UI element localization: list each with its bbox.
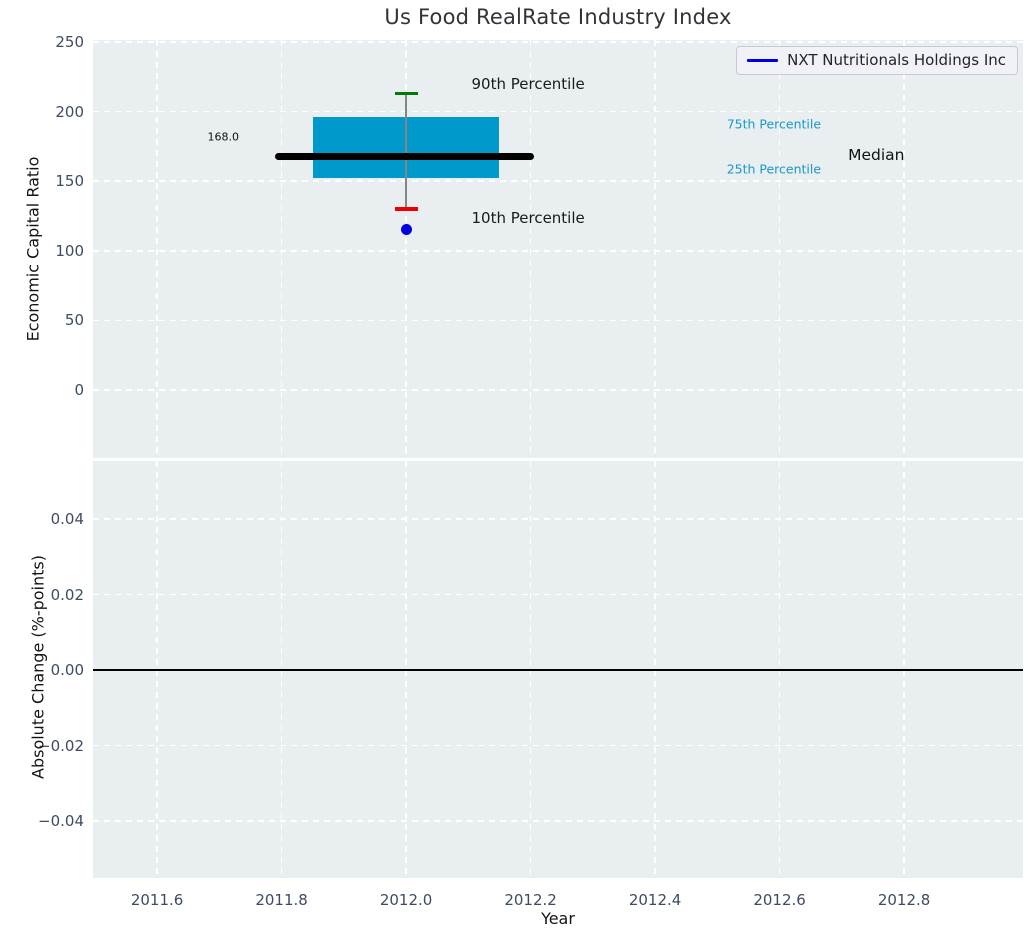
median-line [275, 152, 534, 160]
gridline-horizontal [93, 110, 1023, 113]
annotation-75th-percentile: 75th Percentile [726, 116, 822, 132]
y-tick-label: 0.00 [50, 661, 84, 680]
whisker-line [405, 93, 407, 209]
top-axes: 0 50 100 150 200 250 90th Percentile 10th Perce… [55, 33, 1023, 458]
x-tick-label: 2012.0 [379, 891, 433, 909]
bottom-y-axis-label: Absolute Change (%-points) [28, 555, 48, 779]
y-tick-label: 250 [55, 32, 84, 51]
y-tick-label: 0.02 [50, 585, 84, 604]
annotation-25th-percentile: 25th Percentile [726, 161, 822, 177]
gridline-horizontal [93, 820, 1023, 822]
gridline-horizontal [93, 180, 1023, 182]
legend-label: NXT Nutritionals Holdings Inc [787, 51, 1006, 69]
bottom-axes: 0.04 0.02 0.00 −0.02 −0.04 2011.6 2011.8 2012.0… [38, 461, 1023, 909]
x-tick-label: 2011.6 [130, 891, 184, 909]
legend: NXT Nutritionals Holdings Inc [736, 46, 1018, 75]
y-tick-label: 0 [74, 380, 84, 399]
gridline-horizontal [93, 41, 1023, 43]
x-tick-label: 2012.2 [504, 891, 557, 909]
gridline-vertical [156, 40, 158, 458]
y-tick-label: 150 [55, 172, 84, 191]
zero-line [93, 669, 1023, 672]
y-tick-label: 200 [55, 102, 84, 121]
gridline-horizontal [93, 593, 1023, 596]
gridline-horizontal [93, 389, 1023, 391]
legend-line-swatch [747, 58, 779, 62]
gridline-horizontal [93, 744, 1023, 747]
annotation-median-value: 168.0 [207, 130, 240, 144]
p10-cap [394, 207, 418, 211]
y-tick-label: 50 [64, 311, 84, 330]
gridline-vertical [654, 40, 656, 458]
y-tick-label: 0.04 [50, 510, 84, 529]
gridline-vertical [405, 40, 407, 458]
gridline-vertical [903, 40, 905, 458]
y-tick-label: 100 [55, 241, 84, 260]
x-tick-label: 2012.8 [877, 891, 931, 909]
x-tick-label: 2012.4 [628, 891, 682, 909]
top-y-axis-label: Economic Capital Ratio [23, 156, 43, 342]
annotation-90th-percentile: 90th Percentile [471, 74, 585, 93]
gridline-vertical [778, 40, 781, 458]
gridline-vertical [529, 40, 532, 458]
y-tick-label: −0.04 [38, 812, 84, 830]
gridline-horizontal [93, 250, 1023, 252]
y-tick-label: −0.02 [38, 736, 84, 755]
annotation-median: Median [848, 145, 905, 164]
p90-cap [394, 91, 418, 96]
x-tick-label: 2011.8 [255, 891, 308, 909]
gridline-vertical [280, 40, 283, 458]
chart-title: Us Food RealRate Industry Index [384, 5, 732, 29]
gridline-horizontal [93, 518, 1023, 520]
gridline-horizontal [93, 319, 1023, 322]
x-axis-label: Year [541, 909, 575, 928]
x-tick-label: 2012.6 [753, 891, 806, 909]
annotation-10th-percentile: 10th Percentile [471, 209, 585, 227]
company-point-marker [400, 224, 412, 236]
